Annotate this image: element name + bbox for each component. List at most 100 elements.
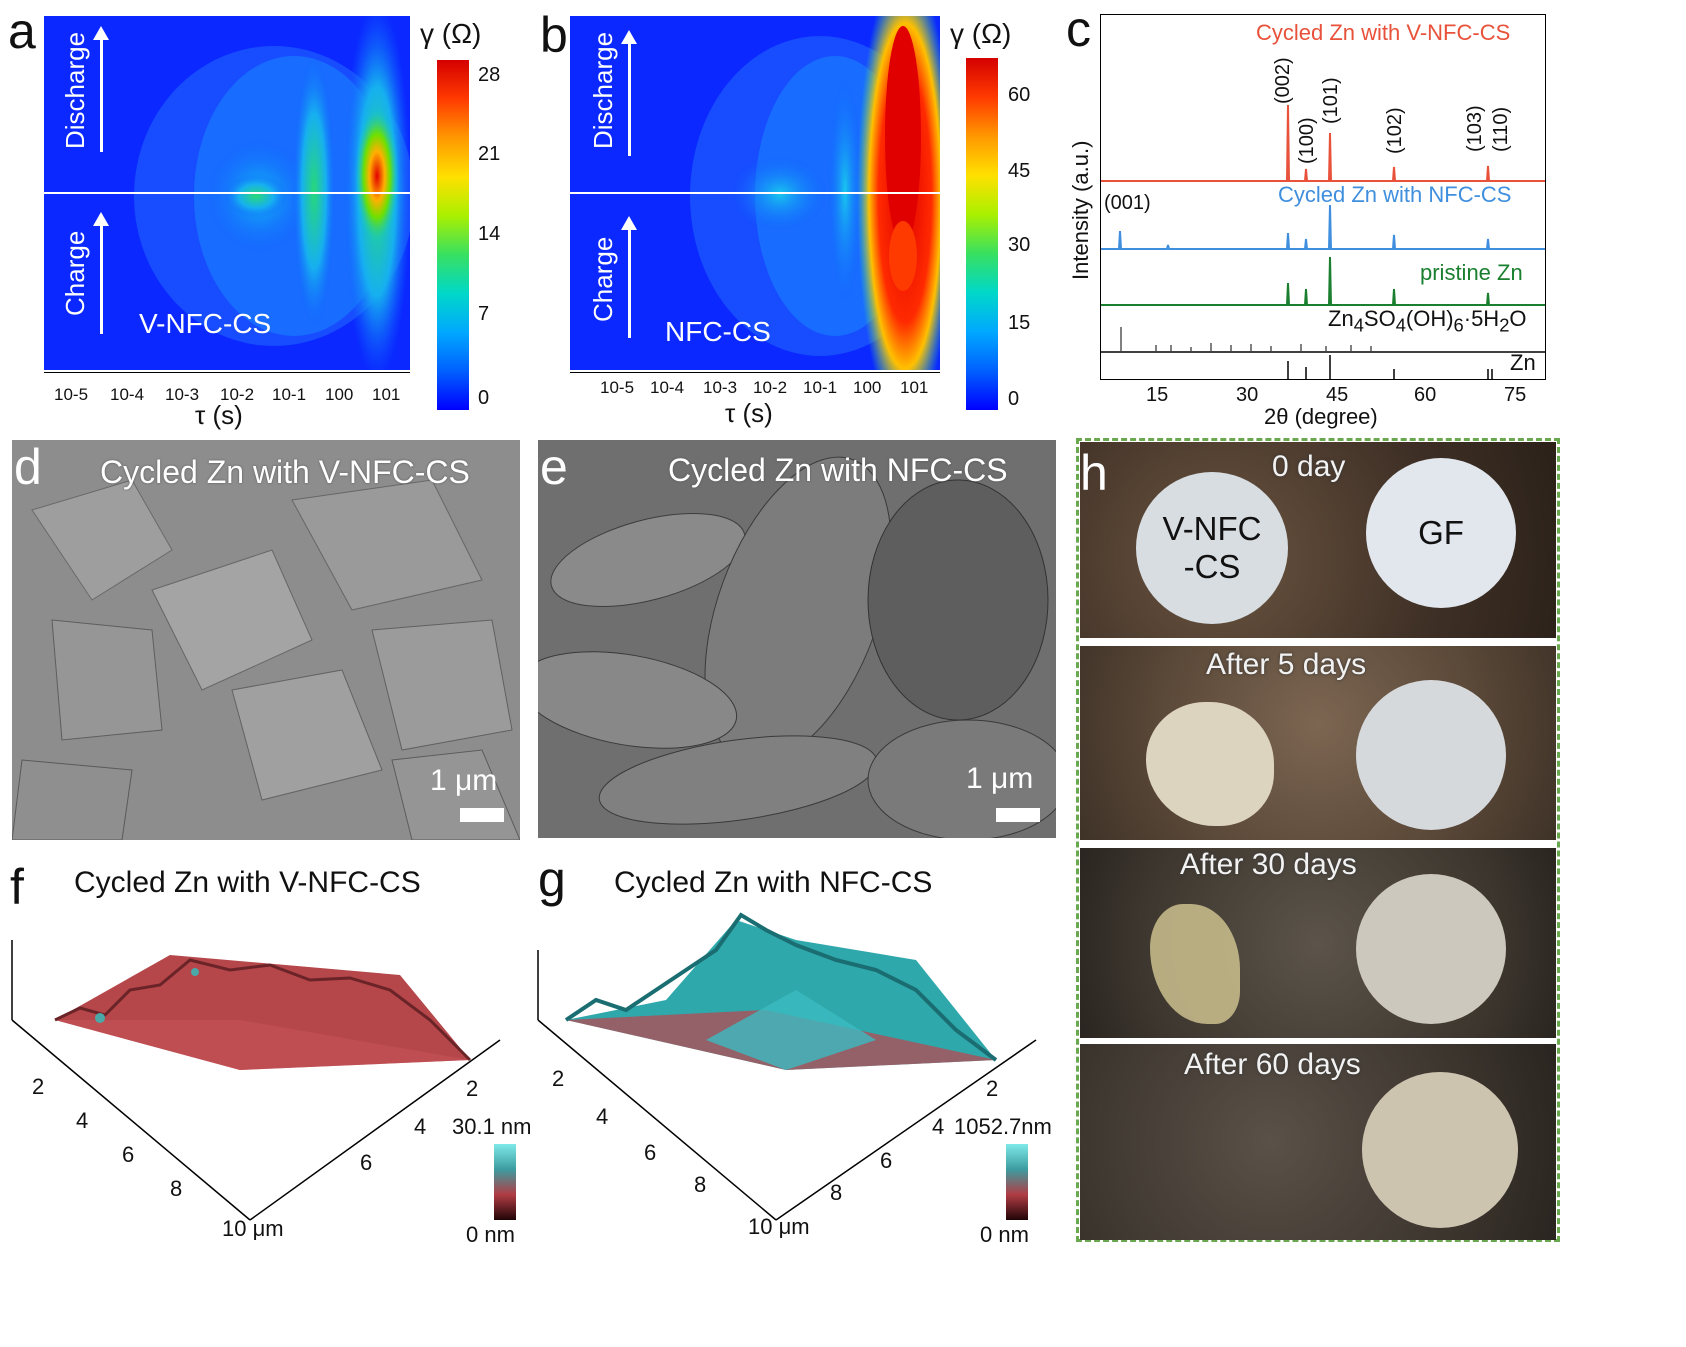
- xlabel-b: τ (s): [725, 398, 773, 428]
- disc-gf-30: [1356, 874, 1506, 1024]
- sem-e-svg: [538, 440, 1056, 838]
- disc-gf-5: [1356, 680, 1506, 830]
- panel-c-letter: c: [1066, 1, 1091, 57]
- panel-g-letter: g: [538, 851, 566, 907]
- colorbar-a-tick-4: 7: [478, 303, 490, 325]
- afm-g-tick-5: 10 μm: [748, 1214, 810, 1239]
- heatmap-b: Discharge Charge NFC-CS: [570, 16, 940, 370]
- xrd-peak-101: (101): [1320, 77, 1342, 124]
- afm-g-tick-7: 4: [932, 1114, 945, 1139]
- xtick-b-4: 10-2: [753, 378, 788, 397]
- afm-f-tick-4: 8: [170, 1176, 183, 1201]
- xtick-b-6: 100: [853, 378, 882, 397]
- xaxis-a: [44, 372, 410, 412]
- disc-gf-60: [1362, 1072, 1518, 1228]
- xrd-label-vnfc: Cycled Zn with V-NFC-CS: [1256, 20, 1511, 45]
- colorbar-a-tick-2: 21: [478, 143, 501, 165]
- afm-f-zmax: 30.1 nm: [452, 1114, 532, 1139]
- charge-label-b: Charge: [588, 236, 618, 322]
- xtick-b-3: 10-3: [703, 378, 738, 397]
- afm-f-title: Cycled Zn with V-NFC-CS: [74, 866, 421, 899]
- xrd-ref-zinc-hydroxide: Zn4SO4(OH)6·5H2O: [1328, 306, 1527, 336]
- colorbar-b-tick-4: 15: [1008, 312, 1031, 334]
- xrd-xtick-5: 75: [1504, 384, 1527, 406]
- afm-g-tick-1: 2: [552, 1066, 565, 1091]
- sem-d-title: Cycled Zn with V-NFC-CS: [100, 454, 470, 490]
- afm-g-zmax: 1052.7nm: [954, 1114, 1052, 1139]
- xrd-xtick-4: 60: [1414, 384, 1437, 406]
- afm-g-tick-2: 4: [596, 1104, 609, 1129]
- afm-f-tick-8: 6: [360, 1150, 373, 1175]
- discharge-label-b: Discharge: [588, 31, 618, 149]
- xrd-ylabel: Intensity (a.u.): [1068, 140, 1093, 280]
- afm-f-colorbar: [494, 1144, 516, 1220]
- colorbar-title-a: γ (Ω): [420, 18, 482, 49]
- xtick-b-5: 10-1: [803, 378, 838, 397]
- xrd-peak-001: (001): [1104, 192, 1151, 214]
- xrd-svg: [1101, 104, 1545, 379]
- afm-g-tick-6: 2: [986, 1076, 999, 1101]
- photo-row-1-title: After 5 days: [1206, 648, 1367, 681]
- afm-f-tick-2: 4: [76, 1108, 89, 1133]
- photo-row-3: [1080, 1044, 1556, 1240]
- afm-g-tick-4: 8: [694, 1172, 707, 1197]
- afm-f-svg: [11, 940, 501, 1221]
- xrd-ref-zn: Zn: [1510, 350, 1536, 375]
- disc-vnfc-0: V-NFC -CS: [1136, 472, 1288, 624]
- afm-g-tick-3: 6: [644, 1140, 657, 1165]
- sem-e-scale-label: 1 μm: [966, 762, 1034, 795]
- sample-label-a: V-NFC-CS: [139, 308, 272, 339]
- xrd-label-pristine: pristine Zn: [1420, 260, 1523, 285]
- xrd-peak-110: (110): [1490, 106, 1512, 152]
- disc-gf-0: GF: [1366, 458, 1516, 608]
- colorbar-b: [966, 58, 998, 410]
- colorbar-a-tick-3: 14: [478, 223, 501, 245]
- afm-f-tick-3: 6: [122, 1142, 135, 1167]
- xtick-a-5: 10-1: [272, 385, 307, 404]
- photo-row-1: [1080, 646, 1556, 840]
- afm-g-tick-9: 8: [830, 1180, 843, 1205]
- heatmap-a: Discharge Charge V-NFC-CS: [44, 16, 410, 370]
- xtick-b-7: 101: [900, 378, 929, 397]
- xlabel-a: τ (s): [195, 400, 243, 430]
- heatmap-b-svg: [570, 16, 940, 370]
- sem-d-scale-label: 1 μm: [430, 764, 498, 797]
- xtick-a-6: 100: [325, 385, 354, 404]
- photo-row-3-title: After 60 days: [1184, 1048, 1361, 1081]
- colorbar-a-tick-1: 28: [478, 64, 501, 86]
- afm-g-title: Cycled Zn with NFC-CS: [614, 866, 933, 899]
- afm-g-colorbar: [1006, 1144, 1028, 1220]
- xtick-a-1: 10-5: [54, 385, 89, 404]
- disc-vnfc-5: [1146, 702, 1274, 826]
- colorbar-title-b: γ (Ω): [950, 18, 1012, 49]
- panel-b-letter: b: [540, 7, 568, 63]
- colorbar-b-tick-1: 60: [1008, 84, 1031, 106]
- xrd-plot: [1100, 14, 1546, 380]
- disc-vnfc-0-label: V-NFC -CS: [1162, 510, 1262, 585]
- afm-f-surface: [10, 930, 510, 1250]
- xtick-a-3: 10-3: [165, 385, 200, 404]
- sample-label-b: NFC-CS: [665, 316, 771, 347]
- panel-d-letter: d: [14, 439, 42, 495]
- xrd-peak-103: (103): [1464, 105, 1486, 152]
- afm-g-svg: [537, 912, 1037, 1221]
- sem-image-e: [538, 440, 1056, 838]
- discharge-label-a: Discharge: [60, 31, 90, 149]
- colorbar-b-tick-5: 0: [1008, 388, 1020, 410]
- afm-f-tick-1: 2: [32, 1074, 45, 1099]
- photo-row-2-title: After 30 days: [1180, 848, 1357, 881]
- sem-e-scalebar: [996, 808, 1040, 822]
- xrd-peak-100: (100): [1296, 117, 1318, 164]
- afm-f-tick-7: 4: [414, 1114, 427, 1139]
- panel-e-letter: e: [540, 439, 568, 495]
- panel-f-letter: f: [10, 859, 24, 915]
- panel-h-letter: h: [1080, 445, 1108, 501]
- afm-f-tick-6: 2: [466, 1076, 479, 1101]
- xrd-xtick-1: 15: [1146, 384, 1169, 406]
- afm-g-zmin: 0 nm: [980, 1222, 1029, 1247]
- disc-gf-0-label: GF: [1418, 514, 1464, 552]
- xtick-b-1: 10-5: [600, 378, 635, 397]
- charge-label-a: Charge: [60, 230, 90, 316]
- sem-e-title: Cycled Zn with NFC-CS: [668, 452, 1008, 488]
- xtick-a-7: 101: [372, 385, 401, 404]
